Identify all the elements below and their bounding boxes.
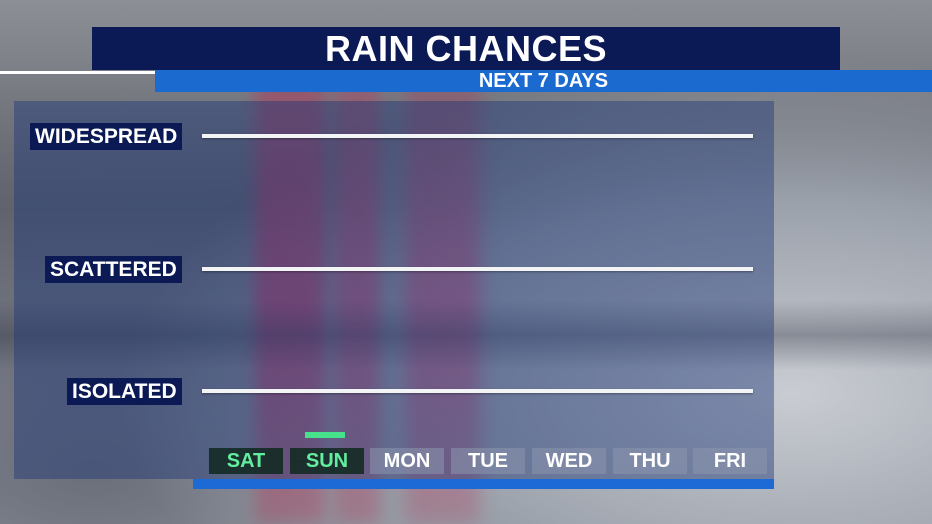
day-label-sun: SUN bbox=[290, 448, 364, 474]
top-accent-line bbox=[0, 71, 155, 74]
day-label-tue: TUE bbox=[451, 448, 525, 474]
day-label-mon: MON bbox=[370, 448, 444, 474]
day-label-sat: SAT bbox=[209, 448, 283, 474]
chart-subtitle: NEXT 7 DAYS bbox=[478, 70, 609, 92]
day-label-fri: FRI bbox=[693, 448, 767, 474]
subtitle-bar bbox=[155, 70, 932, 92]
chart-base-bar bbox=[193, 479, 774, 489]
bar-sun bbox=[305, 431, 345, 438]
day-label-wed: WED bbox=[532, 448, 606, 474]
gridline-scattered bbox=[202, 267, 753, 271]
chart-title: RAIN CHANCES bbox=[324, 28, 607, 69]
gridline-isolated bbox=[202, 389, 753, 393]
chart-panel bbox=[14, 101, 774, 479]
gridline-widespread bbox=[202, 134, 753, 138]
level-label-scattered: SCATTERED bbox=[45, 256, 182, 283]
title-bar bbox=[92, 27, 840, 70]
background-puddle bbox=[0, 300, 932, 370]
day-label-thu: THU bbox=[613, 448, 687, 474]
level-label-widespread: WIDESPREAD bbox=[30, 123, 183, 150]
level-label-isolated: ISOLATED bbox=[67, 378, 182, 405]
